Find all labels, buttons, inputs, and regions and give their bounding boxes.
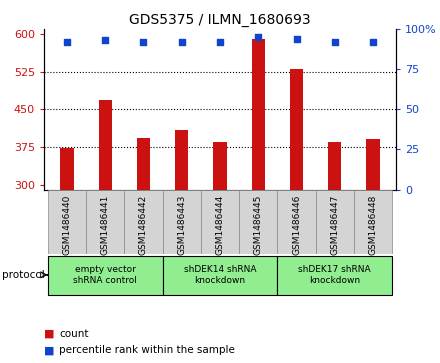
FancyBboxPatch shape <box>163 189 201 254</box>
FancyBboxPatch shape <box>48 189 86 254</box>
Bar <box>99 100 112 189</box>
FancyBboxPatch shape <box>48 256 163 295</box>
Text: protocol: protocol <box>2 270 44 280</box>
Text: ■: ■ <box>44 345 55 355</box>
FancyBboxPatch shape <box>277 256 392 295</box>
Text: shDEK17 shRNA
knockdown: shDEK17 shRNA knockdown <box>298 265 371 285</box>
Bar <box>328 142 341 189</box>
Point <box>102 37 109 43</box>
Point <box>140 39 147 45</box>
Bar <box>252 39 265 189</box>
FancyBboxPatch shape <box>239 189 277 254</box>
Text: GSM1486442: GSM1486442 <box>139 195 148 255</box>
Point <box>216 39 224 45</box>
Bar <box>290 69 303 189</box>
FancyBboxPatch shape <box>277 189 315 254</box>
Text: empty vector
shRNA control: empty vector shRNA control <box>73 265 137 285</box>
FancyBboxPatch shape <box>201 189 239 254</box>
Text: GSM1486448: GSM1486448 <box>369 195 378 255</box>
FancyBboxPatch shape <box>125 189 163 254</box>
Bar <box>175 130 188 189</box>
Point <box>293 36 300 42</box>
FancyBboxPatch shape <box>86 189 125 254</box>
FancyBboxPatch shape <box>163 256 277 295</box>
Title: GDS5375 / ILMN_1680693: GDS5375 / ILMN_1680693 <box>129 13 311 26</box>
Point <box>370 39 377 45</box>
Text: ■: ■ <box>44 329 55 339</box>
Text: GSM1486444: GSM1486444 <box>216 195 224 255</box>
Point <box>178 39 185 45</box>
Point <box>331 39 338 45</box>
Text: GSM1486441: GSM1486441 <box>101 195 110 255</box>
FancyBboxPatch shape <box>315 189 354 254</box>
Text: percentile rank within the sample: percentile rank within the sample <box>59 345 235 355</box>
Bar <box>60 148 73 189</box>
Text: shDEK14 shRNA
knockdown: shDEK14 shRNA knockdown <box>184 265 256 285</box>
Bar <box>213 142 227 189</box>
Bar <box>137 138 150 189</box>
Text: GSM1486443: GSM1486443 <box>177 195 186 255</box>
Bar <box>367 139 380 189</box>
FancyBboxPatch shape <box>354 189 392 254</box>
Text: GSM1486440: GSM1486440 <box>62 195 71 255</box>
Text: count: count <box>59 329 89 339</box>
Point <box>63 39 70 45</box>
Text: GSM1486447: GSM1486447 <box>330 195 339 255</box>
Text: GSM1486446: GSM1486446 <box>292 195 301 255</box>
Text: GSM1486445: GSM1486445 <box>254 195 263 255</box>
Point <box>255 34 262 40</box>
